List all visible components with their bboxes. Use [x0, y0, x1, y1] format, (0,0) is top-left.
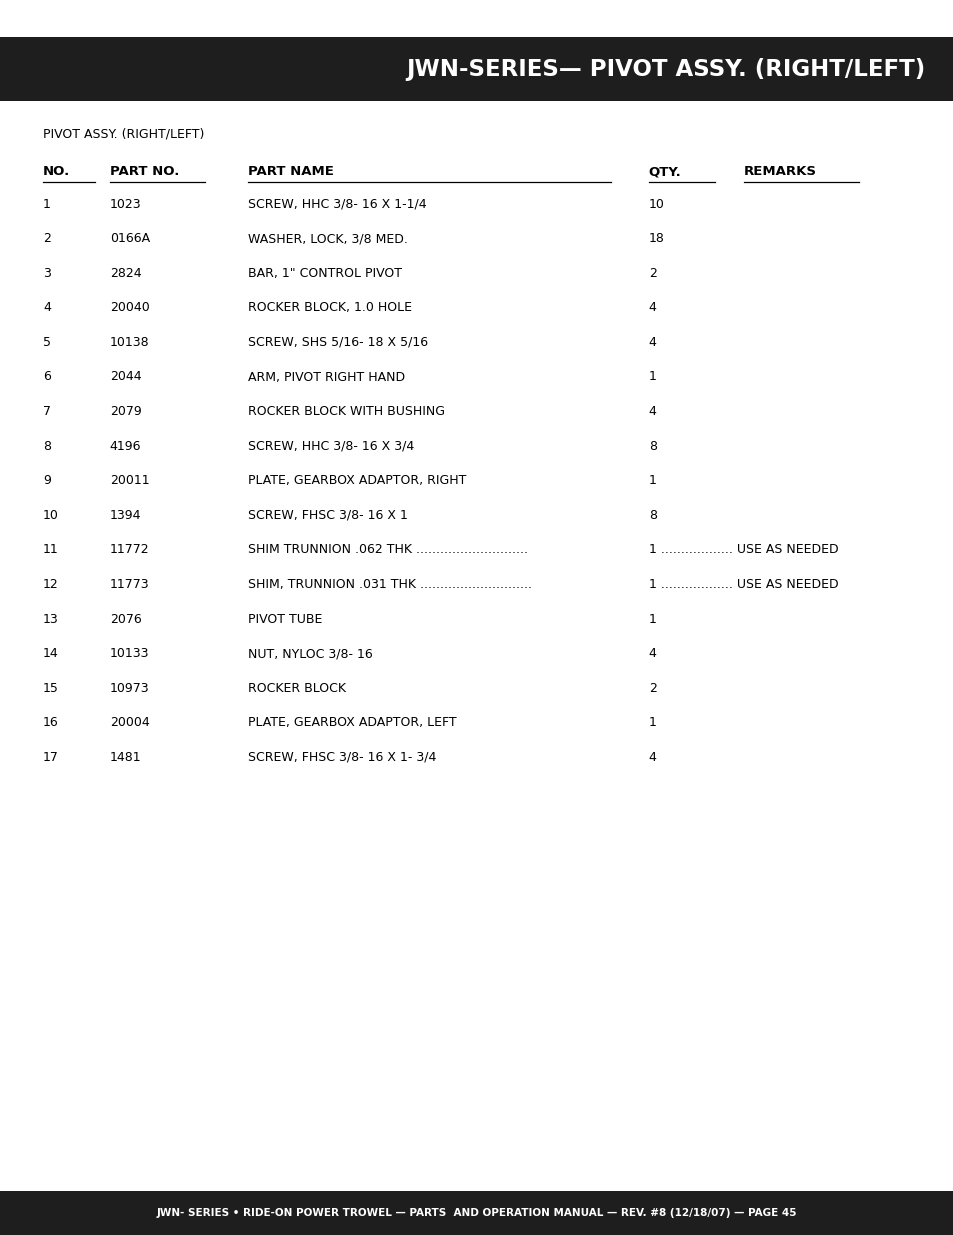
Text: 1: 1 — [648, 370, 656, 384]
Text: 20004: 20004 — [110, 716, 150, 730]
Text: 4: 4 — [43, 301, 51, 315]
Text: SCREW, HHC 3/8- 16 X 1-1/4: SCREW, HHC 3/8- 16 X 1-1/4 — [248, 198, 426, 211]
Text: ROCKER BLOCK: ROCKER BLOCK — [248, 682, 346, 695]
Text: 9: 9 — [43, 474, 51, 488]
Text: 2: 2 — [648, 682, 656, 695]
Text: 1 .................. USE AS NEEDED: 1 .................. USE AS NEEDED — [648, 543, 838, 557]
Text: NUT, NYLOC 3/8- 16: NUT, NYLOC 3/8- 16 — [248, 647, 373, 661]
Text: 4: 4 — [648, 336, 656, 350]
Text: ROCKER BLOCK WITH BUSHING: ROCKER BLOCK WITH BUSHING — [248, 405, 444, 419]
Text: 17: 17 — [43, 751, 59, 764]
Text: 3: 3 — [43, 267, 51, 280]
Text: JWN-SERIES— PIVOT ASSY. (RIGHT/LEFT): JWN-SERIES— PIVOT ASSY. (RIGHT/LEFT) — [406, 58, 924, 80]
Text: 1: 1 — [43, 198, 51, 211]
Text: 4: 4 — [648, 301, 656, 315]
Text: 2: 2 — [648, 267, 656, 280]
Text: 18: 18 — [648, 232, 664, 246]
Text: 4196: 4196 — [110, 440, 141, 453]
Text: 10133: 10133 — [110, 647, 149, 661]
Text: ARM, PIVOT RIGHT HAND: ARM, PIVOT RIGHT HAND — [248, 370, 405, 384]
Text: 6: 6 — [43, 370, 51, 384]
Text: 16: 16 — [43, 716, 59, 730]
Text: PLATE, GEARBOX ADAPTOR, RIGHT: PLATE, GEARBOX ADAPTOR, RIGHT — [248, 474, 466, 488]
Text: PART NAME: PART NAME — [248, 165, 334, 179]
Text: 5: 5 — [43, 336, 51, 350]
Text: 15: 15 — [43, 682, 59, 695]
Text: 13: 13 — [43, 613, 59, 626]
Bar — [0, 37, 953, 101]
Text: SCREW, SHS 5/16- 18 X 5/16: SCREW, SHS 5/16- 18 X 5/16 — [248, 336, 428, 350]
Text: 2824: 2824 — [110, 267, 141, 280]
Text: 11773: 11773 — [110, 578, 150, 592]
Text: 10: 10 — [43, 509, 59, 522]
Text: SHIM TRUNNION .062 THK ............................: SHIM TRUNNION .062 THK .................… — [248, 543, 528, 557]
Text: 1394: 1394 — [110, 509, 141, 522]
Text: WASHER, LOCK, 3/8 MED.: WASHER, LOCK, 3/8 MED. — [248, 232, 408, 246]
Text: 4: 4 — [648, 405, 656, 419]
Text: 1: 1 — [648, 474, 656, 488]
Text: 10: 10 — [648, 198, 664, 211]
Text: BAR, 1" CONTROL PIVOT: BAR, 1" CONTROL PIVOT — [248, 267, 401, 280]
Text: 8: 8 — [648, 509, 656, 522]
Text: PLATE, GEARBOX ADAPTOR, LEFT: PLATE, GEARBOX ADAPTOR, LEFT — [248, 716, 456, 730]
Text: 12: 12 — [43, 578, 59, 592]
Text: 2044: 2044 — [110, 370, 141, 384]
Text: 2076: 2076 — [110, 613, 141, 626]
Text: PIVOT TUBE: PIVOT TUBE — [248, 613, 322, 626]
Text: 8: 8 — [43, 440, 51, 453]
Text: PIVOT ASSY. (RIGHT/LEFT): PIVOT ASSY. (RIGHT/LEFT) — [43, 127, 204, 141]
Text: 11772: 11772 — [110, 543, 150, 557]
Text: QTY.: QTY. — [648, 165, 680, 179]
Text: 1: 1 — [648, 716, 656, 730]
Text: 20011: 20011 — [110, 474, 150, 488]
Text: PART NO.: PART NO. — [110, 165, 179, 179]
Text: SCREW, FHSC 3/8- 16 X 1: SCREW, FHSC 3/8- 16 X 1 — [248, 509, 408, 522]
Text: JWN- SERIES • RIDE-ON POWER TROWEL — PARTS  AND OPERATION MANUAL — REV. #8 (12/1: JWN- SERIES • RIDE-ON POWER TROWEL — PAR… — [156, 1208, 797, 1218]
Text: 0166A: 0166A — [110, 232, 150, 246]
Bar — [0, 1191, 953, 1235]
Text: 14: 14 — [43, 647, 59, 661]
Text: 11: 11 — [43, 543, 59, 557]
Text: 1481: 1481 — [110, 751, 141, 764]
Text: SCREW, FHSC 3/8- 16 X 1- 3/4: SCREW, FHSC 3/8- 16 X 1- 3/4 — [248, 751, 436, 764]
Text: 20040: 20040 — [110, 301, 150, 315]
Text: NO.: NO. — [43, 165, 71, 179]
Text: 4: 4 — [648, 647, 656, 661]
Text: 10138: 10138 — [110, 336, 150, 350]
Text: 1 .................. USE AS NEEDED: 1 .................. USE AS NEEDED — [648, 578, 838, 592]
Text: 2079: 2079 — [110, 405, 141, 419]
Text: SHIM, TRUNNION .031 THK ............................: SHIM, TRUNNION .031 THK ................… — [248, 578, 532, 592]
Text: 7: 7 — [43, 405, 51, 419]
Text: 1: 1 — [648, 613, 656, 626]
Text: 8: 8 — [648, 440, 656, 453]
Text: REMARKS: REMARKS — [743, 165, 817, 179]
Text: 1023: 1023 — [110, 198, 141, 211]
Text: 4: 4 — [648, 751, 656, 764]
Text: 10973: 10973 — [110, 682, 150, 695]
Text: 2: 2 — [43, 232, 51, 246]
Text: ROCKER BLOCK, 1.0 HOLE: ROCKER BLOCK, 1.0 HOLE — [248, 301, 412, 315]
Text: SCREW, HHC 3/8- 16 X 3/4: SCREW, HHC 3/8- 16 X 3/4 — [248, 440, 414, 453]
